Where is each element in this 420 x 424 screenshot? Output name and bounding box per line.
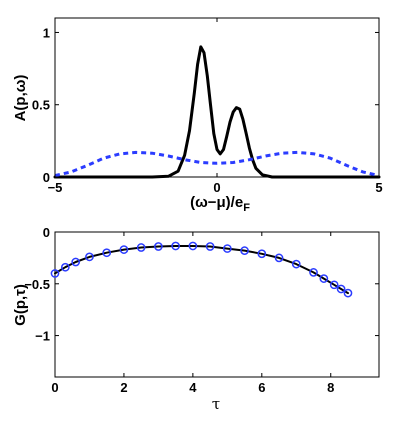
bottom-data-marker <box>257 249 267 259</box>
bottom-x-tick-label: 0 <box>51 380 58 395</box>
bottom-data-marker <box>336 284 346 294</box>
top-x-axis-label-subscript: F <box>243 202 250 214</box>
bottom-x-tick-label: 2 <box>120 380 127 395</box>
top-y-tick-label: 1 <box>43 25 50 40</box>
bottom-data-marker <box>274 253 284 263</box>
top-series-line-0 <box>53 45 381 179</box>
top-x-tick-label: 5 <box>375 180 382 195</box>
bottom-y-tick-label: −0.5 <box>24 277 50 292</box>
bottom-data-marker <box>119 245 129 254</box>
bottom-data-marker <box>329 280 339 290</box>
bottom-data-marker <box>309 268 318 277</box>
bottom-data-marker <box>171 241 180 251</box>
bottom-data-marker <box>154 242 163 251</box>
bottom-data-marker <box>102 248 112 258</box>
bottom-data-marker <box>291 259 301 269</box>
top-y-axis-label: A(p,ω) <box>12 75 29 122</box>
bottom-data-marker <box>205 242 215 251</box>
bottom-x-tick-label: 8 <box>327 380 334 395</box>
bottom-data-marker <box>240 246 249 255</box>
bottom-data-marker <box>188 241 198 251</box>
top-plot-area <box>54 17 380 178</box>
top-y-tick-label: 0.5 <box>32 98 50 113</box>
bottom-data-marker <box>343 288 353 298</box>
bottom-y-tick-label: 0 <box>43 225 50 240</box>
green-function-panel: 0 2 4 6 8 0 −0.5 −1 G(p,τ) τ <box>12 225 380 413</box>
top-y-tick-label: 0 <box>43 170 50 185</box>
bottom-data-marker <box>136 243 146 252</box>
bottom-y-axis-label: G(p,τ) <box>12 284 29 326</box>
bottom-x-axis-label: τ <box>212 395 220 413</box>
top-x-axis-label-main: (ω−μ)/e <box>190 194 243 211</box>
bottom-data-marker <box>222 244 232 253</box>
bottom-y-tick-label: −1 <box>35 329 50 344</box>
bottom-x-tick-label: 4 <box>189 380 197 395</box>
bottom-data-marker <box>71 257 81 267</box>
bottom-x-tick-label: 6 <box>258 380 265 395</box>
bottom-data-marker <box>60 262 70 272</box>
top-x-axis-label: (ω−μ)/eF <box>190 194 250 214</box>
top-x-tick-label: −5 <box>48 180 63 195</box>
top-series-line-1 <box>54 150 380 178</box>
bottom-data-marker <box>50 269 60 278</box>
bottom-data-marker <box>319 274 329 283</box>
top-x-tick-label: 0 <box>213 180 220 195</box>
bottom-data-marker <box>85 252 94 262</box>
spectral-function-panel: −5 0 500.51 A(p,ω) (ω−μ)/eF <box>12 17 383 214</box>
